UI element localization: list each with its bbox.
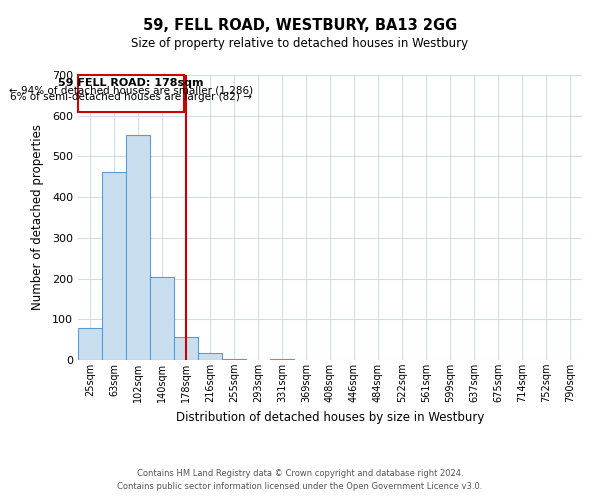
Text: Contains HM Land Registry data © Crown copyright and database right 2024.: Contains HM Land Registry data © Crown c… xyxy=(137,468,463,477)
FancyBboxPatch shape xyxy=(78,75,184,112)
Bar xyxy=(150,277,174,360)
Bar xyxy=(174,337,198,360)
Bar xyxy=(126,135,150,360)
Bar xyxy=(102,172,126,360)
Text: 6% of semi-detached houses are larger (82) →: 6% of semi-detached houses are larger (8… xyxy=(10,92,252,102)
Bar xyxy=(78,328,102,360)
Text: Size of property relative to detached houses in Westbury: Size of property relative to detached ho… xyxy=(131,38,469,51)
Text: ← 94% of detached houses are smaller (1,286): ← 94% of detached houses are smaller (1,… xyxy=(9,85,253,95)
Bar xyxy=(270,359,294,360)
Bar xyxy=(198,354,222,360)
Text: 59 FELL ROAD: 178sqm: 59 FELL ROAD: 178sqm xyxy=(58,78,203,88)
Text: 59, FELL ROAD, WESTBURY, BA13 2GG: 59, FELL ROAD, WESTBURY, BA13 2GG xyxy=(143,18,457,32)
Bar xyxy=(222,359,246,360)
Text: Contains public sector information licensed under the Open Government Licence v3: Contains public sector information licen… xyxy=(118,482,482,491)
X-axis label: Distribution of detached houses by size in Westbury: Distribution of detached houses by size … xyxy=(176,410,484,424)
Y-axis label: Number of detached properties: Number of detached properties xyxy=(31,124,44,310)
